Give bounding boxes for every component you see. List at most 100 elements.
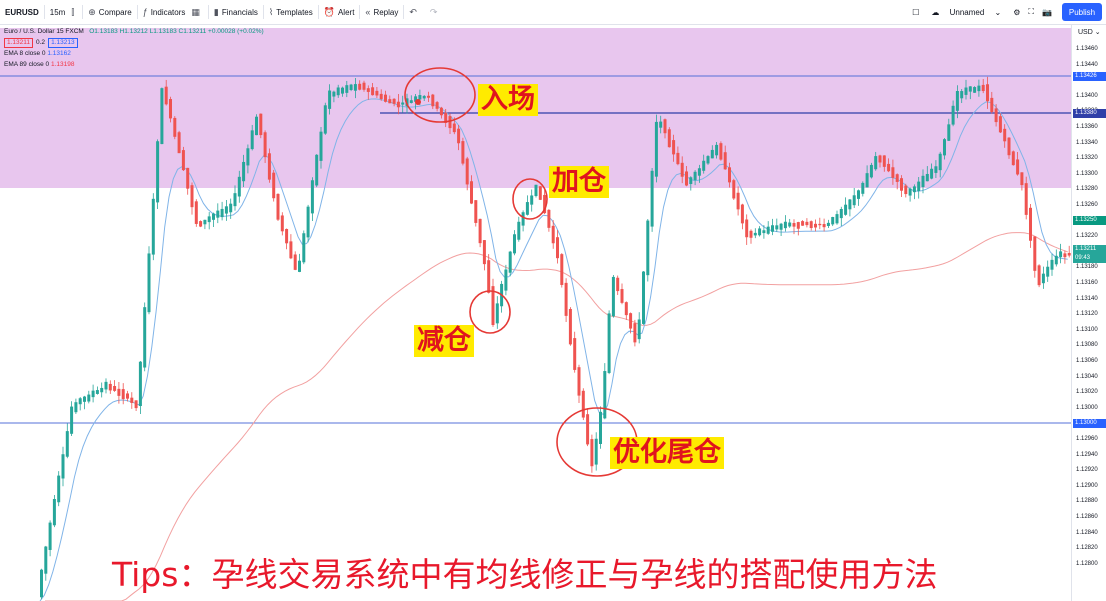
candle-body <box>431 94 435 107</box>
symbol-info-row: Euro / U.S. Dollar 15 FXCM O1.13183 H1.1… <box>4 26 264 37</box>
chart-legend: Euro / U.S. Dollar 15 FXCM O1.13183 H1.1… <box>4 26 264 70</box>
candle-body <box>697 168 701 176</box>
candle-body <box>629 313 633 329</box>
layout-name-button[interactable]: ☁ Unnamed ⌄ <box>923 8 1009 17</box>
price-tick-label: 1.12840 <box>1076 529 1098 536</box>
candle-body <box>508 251 512 273</box>
candle-body <box>766 226 770 234</box>
candle-body <box>255 116 258 136</box>
candle-body <box>715 144 719 156</box>
candle-body <box>968 86 972 92</box>
cloud-icon: ☁ <box>931 7 940 17</box>
ema8-row[interactable]: EMA 8 close 0 1.13162 <box>4 48 264 59</box>
candle-body <box>302 233 306 263</box>
top-toolbar: EURUSD 15m ⫿ ⊕ Compare ƒ Indicators ▦ ▮ Finan… <box>0 0 1106 25</box>
candle-body <box>779 223 783 230</box>
candle-body <box>848 199 852 210</box>
candle-body <box>835 214 839 224</box>
price-tick-label: 1.13320 <box>1076 155 1098 162</box>
candle-body <box>642 271 645 324</box>
candle-body <box>543 194 547 214</box>
camera-icon[interactable]: 📷 <box>1042 7 1052 17</box>
candle-body <box>728 167 731 183</box>
candle-body <box>478 218 482 244</box>
price-tick-label: 1.12880 <box>1076 498 1098 505</box>
candle-body <box>586 414 590 445</box>
candle-body <box>457 128 461 144</box>
indicators-button[interactable]: ƒ Indicators ▦ <box>138 0 208 24</box>
price-tick-label: 1.13440 <box>1076 61 1098 68</box>
publish-button[interactable]: Publish <box>1062 3 1102 21</box>
candle-body <box>465 158 469 185</box>
candle-body <box>177 132 181 154</box>
price-axis[interactable]: 1.134601.134401.134201.134001.133801.133… <box>1071 25 1106 601</box>
templates-icon: ⌇ <box>268 6 274 17</box>
fullscreen-icon[interactable]: ⛶ <box>1028 7 1035 16</box>
candle-body <box>534 184 538 197</box>
candle-body <box>199 221 203 227</box>
interval-button[interactable]: 15m ⫿ <box>45 0 82 24</box>
candle-body <box>250 130 254 150</box>
layout-name-label: Unnamed <box>949 7 985 17</box>
financials-button[interactable]: ▮ Financials <box>209 0 263 24</box>
legend-ohlc: O1.13183 H1.13212 L1.13183 C1.13211 +0.0… <box>89 28 264 35</box>
price-tick-label: 1.13460 <box>1076 46 1098 52</box>
candle-body <box>917 181 921 192</box>
symbol-search[interactable]: EURUSD <box>0 0 44 24</box>
right-toolbar: ☐ ☁ Unnamed ⌄ ⚙ ⛶ 📷 <box>908 0 1056 24</box>
bar-style-icon[interactable]: ⫿ <box>71 6 75 17</box>
chart-bars-icon: ▮ <box>213 6 219 17</box>
gear-icon[interactable]: ⚙ <box>1013 7 1021 17</box>
price-tick-label: 1.13160 <box>1076 280 1098 286</box>
candle-body <box>246 148 250 166</box>
currency-selector[interactable]: USD ⌄ <box>1078 28 1101 36</box>
undo-button[interactable]: ↶ <box>404 0 425 24</box>
candle-body <box>1033 236 1037 271</box>
candle-body <box>388 99 392 104</box>
candle-body <box>826 222 830 226</box>
candle-body <box>336 87 340 96</box>
candle-body <box>1007 137 1011 156</box>
candle-body <box>861 182 865 194</box>
candle-body <box>964 87 968 95</box>
compare-button[interactable]: ⊕ Compare <box>83 0 136 24</box>
candle-body <box>349 84 353 91</box>
candle-body <box>654 121 658 177</box>
candle-body <box>224 206 228 214</box>
candle-body <box>203 219 207 225</box>
candle-body <box>280 215 284 232</box>
candle-body <box>435 102 439 109</box>
candle-body <box>237 176 241 197</box>
alert-button[interactable]: ⏰ Alert <box>319 0 360 24</box>
ema89-row[interactable]: EMA 89 close 0 1.13198 <box>4 59 264 70</box>
candle-body <box>865 173 869 188</box>
candle-body <box>220 208 224 218</box>
candle-body <box>839 208 843 219</box>
candle-body <box>900 178 903 191</box>
candle-body <box>689 177 693 185</box>
bid-button[interactable]: 1.13211 <box>4 38 34 48</box>
candle-body <box>869 164 873 178</box>
layout-icon[interactable]: ☐ <box>912 7 920 17</box>
candle-body <box>960 91 964 99</box>
candle-body <box>306 206 310 238</box>
candle-body <box>91 390 95 398</box>
candle-body <box>852 195 856 206</box>
ask-button[interactable]: 1.13213 <box>48 38 78 48</box>
templates-grid-icon[interactable]: ▦ <box>191 6 200 17</box>
spread-value: 0.2 <box>36 39 46 46</box>
candlestick-series <box>40 76 1071 600</box>
price-tick-label: 1.12960 <box>1076 436 1098 442</box>
candle-body <box>758 228 762 236</box>
templates-button[interactable]: ⌇ Templates <box>264 0 318 24</box>
candle-body <box>955 91 959 111</box>
current-price: 1.13211 <box>1075 246 1097 252</box>
redo-button[interactable]: ↷ <box>425 0 446 24</box>
price-tag-ema: 1.13250 <box>1073 216 1106 225</box>
candle-body <box>620 289 624 303</box>
entry-circle <box>404 67 476 123</box>
price-tick-label: 1.13100 <box>1076 326 1098 333</box>
replay-button[interactable]: «Replay <box>360 0 403 24</box>
candle-body <box>444 112 448 123</box>
candle-body <box>788 222 792 227</box>
